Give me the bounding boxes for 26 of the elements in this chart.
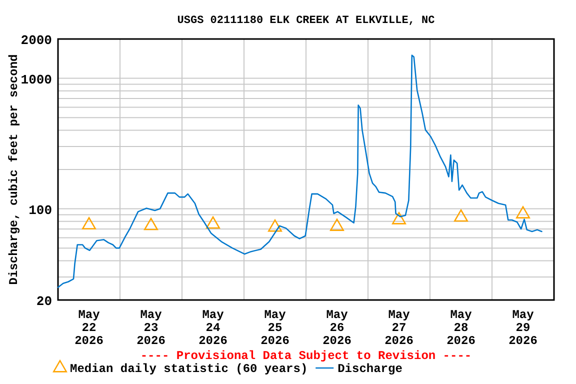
x-tick-label: May 26 2026 (322, 308, 352, 348)
line-series (57, 54, 542, 288)
point (392, 212, 406, 224)
y-tick-label: 100 (28, 202, 52, 218)
chart-title: USGS 02111180 ELK CREEK AT ELKVILLE, NC (177, 15, 436, 27)
point (144, 218, 158, 230)
point (516, 206, 530, 218)
y-axis-title: Discharge, cubic feet per second (7, 54, 21, 285)
legend-label: Median daily statistic (60 years) (70, 362, 308, 376)
point (268, 219, 282, 232)
x-tick-label: May 27 2026 (384, 308, 414, 348)
y-tick-label: 2000 (20, 33, 52, 48)
x-tick-label: May 23 2026 (136, 308, 166, 348)
x-tick-label: May 29 2026 (508, 308, 538, 348)
point (454, 209, 468, 222)
text: ---- Provisional Data Subject to Revision ---- (140, 349, 472, 363)
x-tick-label: May 28 2026 (446, 308, 476, 348)
point (330, 218, 344, 231)
y-tick-label: 20 (36, 294, 52, 309)
y-tick-label: 1000 (20, 72, 52, 88)
x-tick-label: May 25 2026 (260, 308, 290, 348)
x-tick-label: May 24 2026 (198, 308, 228, 348)
x-tick-label: May 22 2026 (74, 308, 104, 348)
point (206, 216, 220, 229)
point (82, 217, 96, 230)
legend-label: Discharge (338, 362, 402, 376)
